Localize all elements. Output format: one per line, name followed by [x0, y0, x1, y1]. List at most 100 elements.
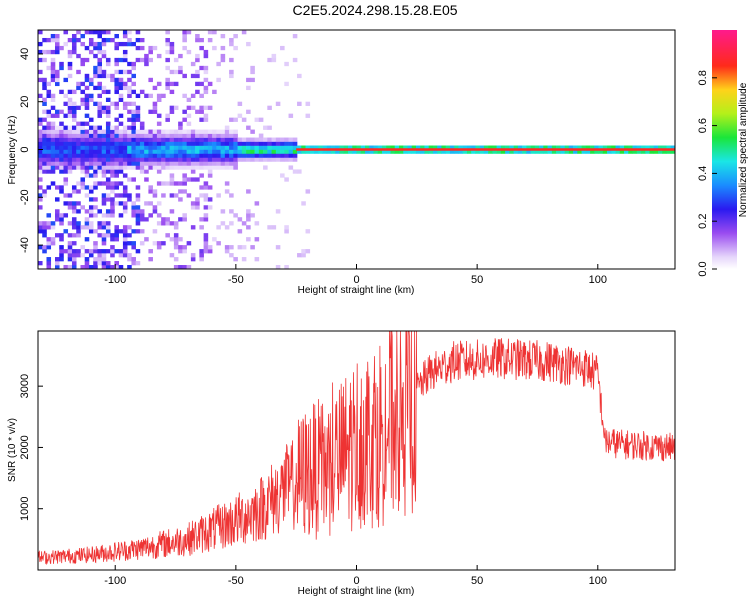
- heatmap-cell: [199, 257, 204, 262]
- heatmap-cell: [203, 145, 209, 150]
- heatmap-cell: [122, 137, 128, 142]
- heatmap-cell: [165, 57, 170, 63]
- heatmap-cell: [118, 137, 124, 142]
- heatmap-cell: [67, 137, 73, 142]
- heatmap-cell: [292, 33, 298, 39]
- heatmap-cell: [101, 233, 107, 238]
- heatmap-cell: [101, 173, 107, 178]
- heatmap-cell: [127, 41, 132, 47]
- heatmap-cell: [271, 137, 277, 142]
- y-tick-label: 1000: [19, 496, 31, 520]
- heatmap-cell: [199, 93, 204, 99]
- heatmap-cell: [182, 189, 187, 194]
- heatmap-cell: [122, 69, 128, 75]
- heatmap-cell: [390, 149, 396, 154]
- heatmap-cell: [131, 129, 136, 134]
- heatmap-cell: [118, 121, 124, 126]
- heatmap-cell: [233, 133, 238, 138]
- heatmap-cell: [50, 105, 56, 110]
- heatmap-cell: [267, 149, 272, 154]
- heatmap-cell: [76, 137, 81, 142]
- heatmap-cell: [135, 105, 141, 110]
- heatmap-cell: [50, 37, 56, 43]
- heatmap-cell: [233, 145, 238, 150]
- heatmap-cell: [76, 233, 81, 238]
- heatmap-cell: [42, 85, 47, 91]
- heatmap-cell: [93, 41, 98, 47]
- heatmap-cell: [152, 149, 158, 154]
- heatmap-cell: [76, 105, 81, 110]
- heatmap-cell: [110, 209, 115, 214]
- heatmap-cell: [233, 45, 238, 51]
- heatmap-cell: [93, 205, 98, 210]
- heatmap-cell: [246, 189, 251, 194]
- heatmap-cell: [80, 157, 86, 162]
- heatmap-cell: [84, 237, 90, 242]
- heatmap-cell: [67, 193, 73, 198]
- heatmap-cell: [203, 77, 209, 83]
- heatmap-cell: [122, 165, 128, 170]
- heatmap-cell: [101, 73, 107, 79]
- heatmap-cell: [156, 153, 162, 158]
- heatmap-cell: [110, 161, 115, 166]
- heatmap-cell: [59, 249, 64, 254]
- heatmap-cell: [173, 157, 179, 162]
- heatmap-cell: [131, 41, 136, 47]
- heatmap-cell: [101, 85, 107, 91]
- heatmap-cell: [169, 129, 175, 134]
- heatmap-cell: [203, 161, 209, 166]
- heatmap-cell: [280, 145, 285, 150]
- heatmap-cell: [131, 137, 136, 142]
- heatmap-cell: [105, 37, 111, 43]
- heatmap-cell: [80, 137, 86, 142]
- heatmap-cell: [148, 213, 153, 218]
- heatmap-cell: [84, 157, 90, 162]
- heatmap-cell: [619, 149, 625, 154]
- heatmap-cell: [80, 41, 86, 47]
- heatmap-cell: [280, 137, 285, 142]
- heatmap-cell: [526, 145, 531, 150]
- heatmap-cell: [488, 145, 493, 150]
- heatmap-cell: [492, 149, 497, 154]
- heatmap-cell: [46, 185, 52, 190]
- heatmap-cell: [105, 73, 111, 79]
- heatmap-cell: [577, 149, 582, 154]
- heatmap-cell: [76, 161, 81, 166]
- heatmap-cell: [59, 221, 64, 226]
- heatmap-cell: [246, 209, 251, 214]
- heatmap-cell: [161, 157, 166, 162]
- heatmap-cell: [50, 165, 56, 170]
- heatmap-cell: [135, 193, 141, 198]
- heatmap-cell: [292, 169, 298, 174]
- heatmap-cell: [551, 145, 557, 150]
- heatmap-cell: [84, 257, 90, 262]
- heatmap-cell: [131, 73, 136, 79]
- heatmap-cell: [88, 149, 94, 154]
- heatmap-cell: [71, 161, 77, 166]
- heatmap-cell: [127, 61, 132, 67]
- heatmap-cell: [105, 57, 111, 63]
- heatmap-cell: [127, 265, 132, 269]
- heatmap-cell: [505, 149, 510, 154]
- heatmap-cell: [246, 217, 251, 222]
- heatmap-cell: [38, 137, 43, 142]
- x-tick-label: -100: [104, 274, 126, 286]
- heatmap-cell: [267, 153, 272, 158]
- heatmap-cell: [139, 125, 145, 130]
- heatmap-cell: [131, 157, 136, 162]
- heatmap-cell: [118, 113, 124, 118]
- heatmap-cell: [288, 141, 294, 146]
- heatmap-cell: [173, 233, 179, 238]
- heatmap-cell: [84, 77, 90, 83]
- heatmap-cell: [394, 149, 400, 154]
- heatmap-cell: [139, 89, 145, 95]
- heatmap-cell: [182, 37, 187, 43]
- heatmap-cell: [110, 149, 115, 154]
- heatmap-cell: [199, 193, 204, 198]
- heatmap-cell: [50, 113, 56, 118]
- heatmap-cell: [534, 145, 540, 150]
- heatmap-cell: [88, 81, 94, 87]
- heatmap-cell: [101, 89, 107, 95]
- heatmap-cell: [254, 157, 260, 162]
- heatmap-cell: [46, 89, 52, 95]
